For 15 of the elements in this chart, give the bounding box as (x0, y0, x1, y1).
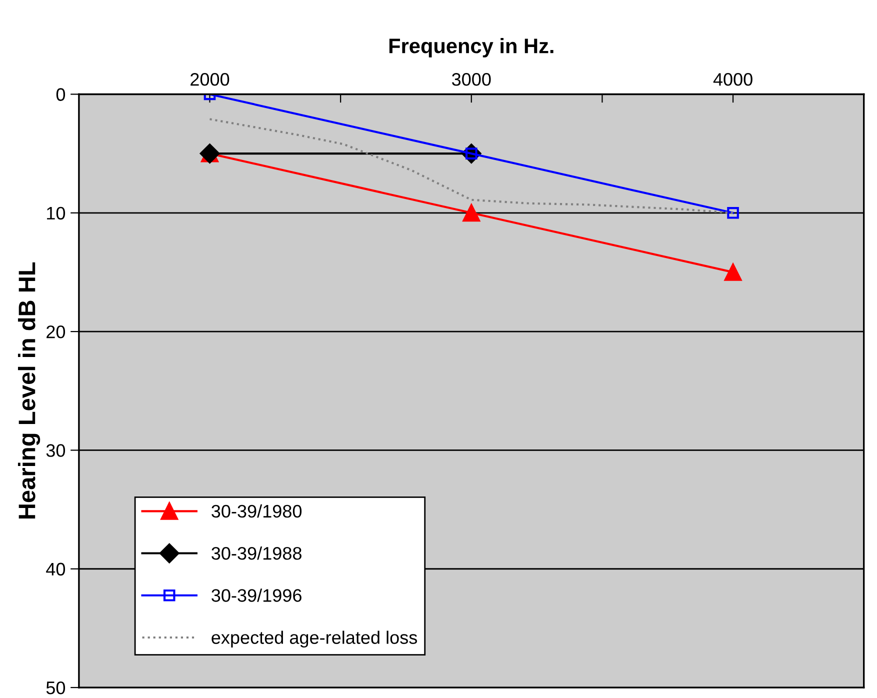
y-tick-label: 30 (46, 444, 66, 457)
y-tick-label: 0 (56, 88, 66, 101)
legend-label: 30-39/1996 (212, 588, 302, 602)
legend-label: 30-39/1988 (212, 546, 302, 560)
y-tick-label: 10 (47, 206, 66, 220)
y-axis-title: Hearing Level in dB HL (18, 262, 40, 519)
x-tick-label: 2000 (190, 73, 230, 86)
x-axis-title: Frequency in Hz. (389, 38, 554, 58)
y-tick-label: 50 (46, 681, 66, 694)
legend-label: expected age-related loss (212, 630, 417, 648)
y-tick-label: 40 (46, 562, 66, 576)
x-tick-label: 3000 (452, 73, 491, 86)
y-tick-label: 20 (46, 325, 66, 338)
x-tick-label: 4000 (713, 73, 752, 86)
legend-label: 30-39/1980 (212, 504, 302, 518)
